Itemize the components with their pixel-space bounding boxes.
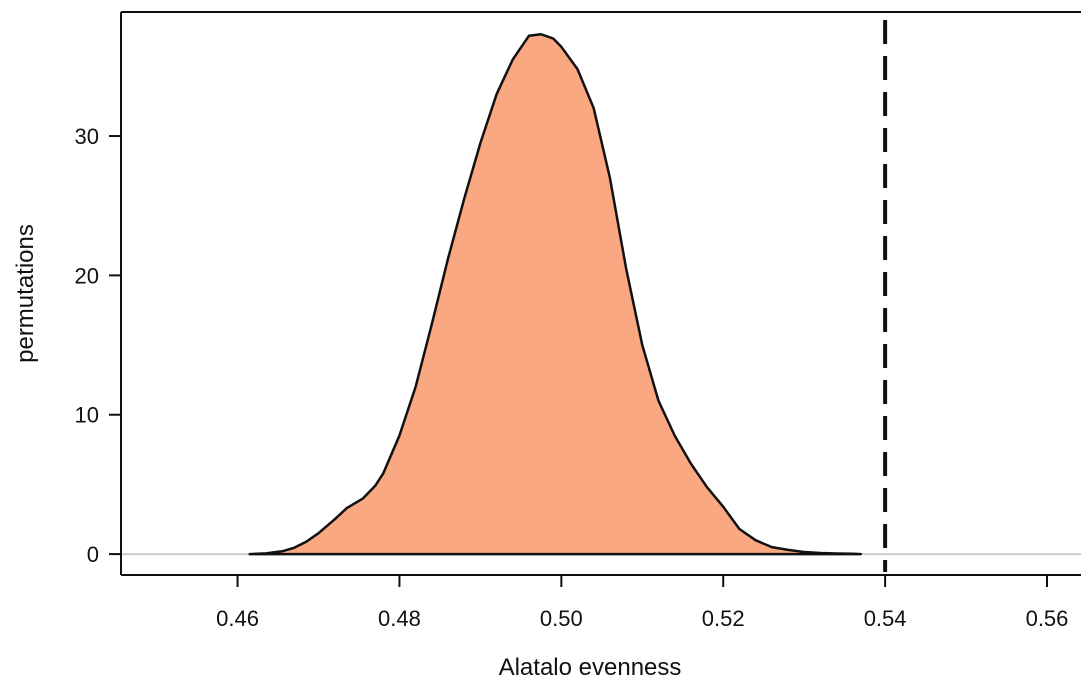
y-axis-title: permutations bbox=[12, 224, 39, 363]
x-tick-label: 0.46 bbox=[216, 606, 259, 631]
x-tick-label: 0.56 bbox=[1026, 606, 1069, 631]
y-tick-label: 0 bbox=[87, 542, 99, 567]
x-tick-label: 0.48 bbox=[378, 606, 421, 631]
y-tick-label: 20 bbox=[75, 263, 99, 288]
x-tick-label: 0.52 bbox=[702, 606, 745, 631]
x-axis-ticks: 0.46 0.48 0.50 0.52 0.54 0.56 bbox=[216, 575, 1068, 631]
y-axis-ticks: 0 10 20 30 bbox=[75, 124, 121, 567]
x-tick-label: 0.54 bbox=[864, 606, 907, 631]
y-tick-label: 10 bbox=[75, 403, 99, 428]
y-tick-label: 30 bbox=[75, 124, 99, 149]
x-axis-title: Alatalo evenness bbox=[499, 654, 682, 681]
density-area bbox=[248, 33, 863, 556]
x-tick-label: 0.50 bbox=[540, 606, 583, 631]
